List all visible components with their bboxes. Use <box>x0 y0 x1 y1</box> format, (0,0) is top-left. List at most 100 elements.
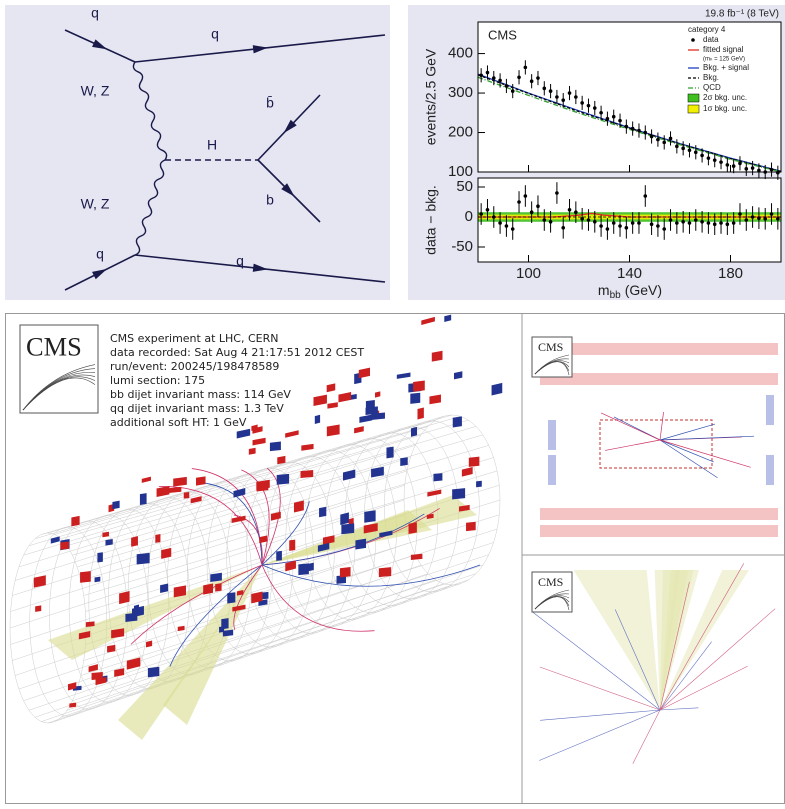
calo-cell <box>355 539 366 550</box>
data-point <box>486 71 490 75</box>
calo-cell <box>71 516 79 526</box>
data-point <box>517 75 521 79</box>
event-panel <box>6 314 785 804</box>
y-label: events/2.5 GeV <box>423 48 439 145</box>
data-point <box>700 220 704 224</box>
event-info: CMS experiment at LHC, CERN <box>110 332 278 345</box>
data-point <box>732 164 736 168</box>
event-info: run/event: 200245/198478589 <box>110 360 279 373</box>
data-point <box>492 215 496 219</box>
calo-cell <box>203 583 213 594</box>
data-point <box>650 135 654 139</box>
calo-cell <box>105 539 112 546</box>
calo-cell <box>257 481 269 492</box>
data-point <box>726 222 730 226</box>
calo-cell <box>386 447 393 459</box>
calo-cell <box>35 605 41 611</box>
y2-tick-label: 50 <box>456 178 473 195</box>
data-point <box>656 138 660 142</box>
calo-cell <box>433 473 442 481</box>
feynman-label: q <box>91 5 99 21</box>
calo-cell <box>379 567 391 577</box>
x-tick-label: 180 <box>718 265 743 282</box>
calo-cell <box>97 552 102 562</box>
data-point <box>757 216 761 220</box>
data-point <box>549 89 553 93</box>
calo-cell <box>112 501 119 510</box>
data-point <box>511 89 515 93</box>
data-point <box>524 66 528 70</box>
data-point <box>505 84 509 88</box>
legend-label: Bkg. <box>703 73 719 82</box>
data-point <box>555 95 559 99</box>
feynman-label: H <box>207 137 217 153</box>
data-point <box>656 224 660 228</box>
data-point <box>587 104 591 108</box>
calo-cell <box>227 592 235 603</box>
calo-cell <box>148 667 159 678</box>
calo-cell <box>410 393 420 404</box>
calo-cell <box>80 571 91 583</box>
calo-cell <box>301 470 314 478</box>
calo-cell <box>315 415 320 424</box>
muon-chamber <box>540 373 778 385</box>
data-point <box>530 79 534 83</box>
x-tick-label: 100 <box>516 265 541 282</box>
lumi: 19.8 fb⁻¹ (8 TeV) <box>705 9 779 20</box>
data-point <box>694 150 698 154</box>
data-point <box>776 217 780 221</box>
calo-cell <box>196 476 206 485</box>
calo-cell <box>277 456 285 464</box>
feynman-label: q <box>96 246 104 262</box>
data-point <box>492 76 496 80</box>
calo-cell <box>95 577 101 583</box>
calo-cell <box>476 481 482 487</box>
data-point <box>517 200 521 204</box>
event-info: qq dijet invariant mass: 1.3 TeV <box>110 402 284 415</box>
data-point <box>713 158 717 162</box>
y-tick-label: 400 <box>448 45 473 62</box>
event-info: additional soft HT: 1 GeV <box>110 416 247 429</box>
event-info: lumi section: 175 <box>110 374 205 387</box>
data-point <box>498 79 502 83</box>
data-point <box>688 221 692 225</box>
data-point <box>587 218 591 222</box>
x-label-main: m <box>598 282 610 298</box>
calo-cell <box>140 493 147 505</box>
calo-cell <box>69 703 76 708</box>
legend-label: 1σ bkg. unc. <box>703 104 747 113</box>
data-point <box>713 222 717 226</box>
data-point <box>631 221 635 225</box>
data-point <box>599 224 603 228</box>
feynman-label: q <box>211 26 219 42</box>
data-point <box>555 191 559 195</box>
data-point <box>675 145 679 149</box>
legend-swatch <box>688 94 699 102</box>
data-point <box>675 221 679 225</box>
legend-label: fitted signal <box>703 45 744 54</box>
data-point <box>524 194 528 198</box>
data-point <box>593 220 597 224</box>
calo-cell <box>364 510 375 523</box>
muon-chamber <box>540 343 778 355</box>
data-point <box>606 227 610 231</box>
calo-cell <box>469 457 480 467</box>
data-point <box>593 106 597 110</box>
data-point <box>631 127 635 131</box>
feynman-label: W, Z <box>81 83 110 99</box>
x-tick-label: 140 <box>617 265 642 282</box>
data-point <box>530 210 534 214</box>
data-point <box>574 95 578 99</box>
data-point <box>479 73 483 77</box>
calo-cell <box>298 563 309 575</box>
y2-tick-label: 0 <box>465 208 473 225</box>
y2-tick-label: -50 <box>451 238 473 255</box>
calo-cell <box>155 534 160 543</box>
data-point <box>662 227 666 231</box>
data-point <box>561 98 565 102</box>
page: {"feynman": {"labels": ["q", "q", "W, Z"… <box>0 0 785 809</box>
data-point <box>568 208 572 212</box>
data-point <box>599 111 603 115</box>
data-point <box>763 217 767 221</box>
calo-cell <box>277 474 289 485</box>
